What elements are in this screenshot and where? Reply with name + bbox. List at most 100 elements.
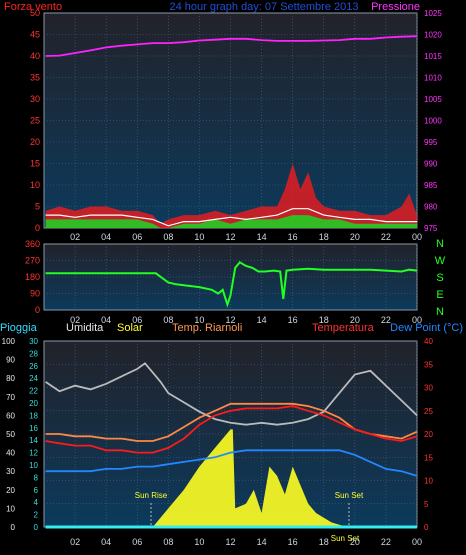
y-tick-label-left: 25 — [30, 116, 40, 126]
x-tick-label: 14 — [257, 315, 267, 325]
chart-title: 24 hour graph day: 07 Settembre 2013 — [170, 1, 359, 13]
y-tick-label-rain: 80 — [6, 374, 15, 383]
x-tick-label: 20 — [350, 232, 360, 242]
y-tick-label-rain: 20 — [6, 486, 15, 495]
y-tick-label-right: 1025 — [424, 9, 442, 18]
x-tick-label: 12 — [225, 537, 235, 547]
y-tick-label-right: 1010 — [424, 74, 442, 83]
x-tick-label: 20 — [350, 315, 360, 325]
y-tick-label-left: 180 — [25, 272, 40, 282]
y-tick-label-humidity: 22 — [29, 387, 38, 396]
y-tick-label-humidity: 20 — [29, 399, 38, 408]
y-tick-label-humidity: 6 — [34, 486, 39, 495]
y-tick-label-left: 50 — [30, 8, 40, 18]
y-tick-label-right: 30 — [424, 384, 433, 393]
compass-direction-label: N — [436, 238, 444, 250]
x-tick-label: 00 — [412, 315, 422, 325]
x-tick-label: 22 — [381, 315, 391, 325]
y-tick-label-humidity: 16 — [29, 424, 38, 433]
y-tick-label-left: 90 — [30, 289, 40, 299]
x-tick-label: 02 — [70, 232, 80, 242]
x-tick-label: 10 — [194, 315, 204, 325]
x-tick-label: 16 — [288, 232, 298, 242]
y-tick-label-rain: 40 — [6, 449, 15, 458]
x-tick-label: 06 — [132, 232, 142, 242]
x-tick-label: 08 — [163, 232, 173, 242]
y-tick-label-humidity: 14 — [29, 436, 38, 445]
y-tick-label-left: 10 — [30, 180, 40, 190]
y-tick-label-left: 40 — [30, 51, 40, 61]
compass-direction-label: E — [436, 289, 443, 301]
x-tick-label: 02 — [70, 315, 80, 325]
x-tick-label: 00 — [412, 537, 422, 547]
x-tick-label: 16 — [288, 315, 298, 325]
y-tick-label-rain: 10 — [6, 504, 15, 513]
x-tick-label: 08 — [163, 315, 173, 325]
sun-event-label: Sun Set — [335, 491, 364, 500]
legend-entry: Pioggia — [0, 322, 38, 334]
series-dew-point-line — [45, 449, 418, 477]
x-tick-label: 04 — [101, 315, 111, 325]
y-tick-label-left: 35 — [30, 73, 40, 83]
wind-pressure-panel: Forza vento 24 hour graph day: 07 Settem… — [4, 1, 442, 242]
series-wind-white-line — [45, 208, 417, 227]
x-tick-label: 12 — [225, 315, 235, 325]
x-tick-label: 08 — [163, 537, 173, 547]
y-tick-label-humidity: 8 — [34, 473, 39, 482]
legend-entry: Umidita — [66, 322, 104, 334]
y-tick-label-rain: 50 — [6, 430, 15, 439]
y-tick-label-right: 1015 — [424, 52, 442, 61]
y-tick-label-left: 5 — [35, 202, 40, 212]
y-tick-label-rain: 70 — [6, 393, 15, 402]
x-tick-label: 00 — [412, 232, 422, 242]
x-tick-label: 20 — [350, 537, 360, 547]
pressure-axis-label: Pressione — [371, 1, 420, 13]
y-tick-label-right: 980 — [424, 203, 438, 212]
y-tick-label-right: 25 — [424, 407, 433, 416]
y-tick-label-left: 270 — [25, 256, 40, 266]
x-tick-label: 04 — [101, 232, 111, 242]
series-solar-area — [152, 429, 348, 527]
x-tick-label: 18 — [319, 315, 329, 325]
x-tick-label: 16 — [288, 537, 298, 547]
x-tick-label: 12 — [225, 232, 235, 242]
x-tick-label: 10 — [194, 537, 204, 547]
y-tick-label-right: 995 — [424, 138, 438, 147]
wind-axis-label: Forza vento — [4, 1, 62, 13]
sun-event-label: Sun Rise — [135, 491, 168, 500]
y-tick-label-humidity: 0 — [34, 523, 39, 532]
legend-entry: Solar — [117, 322, 143, 334]
compass-direction-label: N — [436, 306, 444, 318]
y-tick-label-humidity: 12 — [29, 449, 38, 458]
x-tick-label: 22 — [381, 232, 391, 242]
y-tick-label-right: 1000 — [424, 117, 442, 126]
y-tick-label-right: 990 — [424, 160, 438, 169]
legend-entry: Temp. Riarnoli — [172, 322, 242, 334]
y-tick-label-humidity: 30 — [29, 337, 38, 346]
series-pressure-line — [45, 35, 418, 57]
y-tick-label-humidity: 4 — [34, 498, 39, 507]
x-tick-label: 18 — [319, 537, 329, 547]
y-tick-label-rain: 60 — [6, 411, 15, 420]
y-tick-label-left: 15 — [30, 159, 40, 169]
y-tick-label-left: 0 — [35, 305, 40, 315]
series-wind-gust-area — [45, 163, 417, 228]
y-tick-label-left: 45 — [30, 30, 40, 40]
y-tick-label-right: 20 — [424, 430, 433, 439]
y-tick-label-right: 0 — [424, 523, 429, 532]
y-tick-label-right: 5 — [424, 500, 429, 509]
y-tick-label-humidity: 28 — [29, 349, 38, 358]
y-tick-label-rain: 30 — [6, 467, 15, 476]
series-umidita-line — [45, 362, 418, 426]
y-tick-label-rain: 0 — [11, 523, 16, 532]
y-tick-label-humidity: 10 — [29, 461, 38, 470]
compass-direction-label: W — [435, 255, 446, 267]
x-tick-label: 10 — [194, 232, 204, 242]
x-tick-label: 22 — [381, 537, 391, 547]
sun-event-label: Sun Set — [331, 534, 360, 543]
y-tick-label-right: 10 — [424, 477, 433, 486]
y-tick-label-left: 30 — [30, 94, 40, 104]
y-tick-label-humidity: 18 — [29, 411, 38, 420]
